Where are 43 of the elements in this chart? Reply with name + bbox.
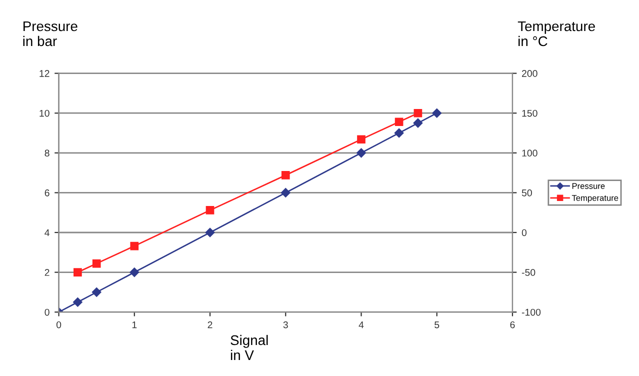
point <box>73 298 82 307</box>
y-tick-label: 10 <box>40 110 50 117</box>
x-tick-label: 2 <box>208 321 212 328</box>
y2-axis-title: Temperature in °C <box>518 21 595 46</box>
point <box>74 268 82 276</box>
legend-label: Temperature <box>572 195 618 203</box>
y-tick-label: 0 <box>44 308 50 316</box>
y-tick-label: 12 <box>40 70 50 77</box>
y-tick-label: 8 <box>44 150 50 157</box>
point <box>357 135 366 144</box>
y2-tick-label: 0 <box>522 229 527 236</box>
point <box>130 268 140 277</box>
y-tick-label: 4 <box>44 229 50 236</box>
point <box>394 128 404 138</box>
point <box>92 259 101 268</box>
x-tick-label: 6 <box>510 321 515 328</box>
y2-tick-label: 200 <box>522 70 538 77</box>
point <box>205 228 215 238</box>
point <box>432 108 442 118</box>
y2-tick-label: 150 <box>522 110 538 117</box>
point <box>206 206 214 214</box>
x-tick-label: 3 <box>283 321 288 328</box>
point <box>356 148 366 158</box>
x-tick-label: 5 <box>434 321 440 328</box>
x-tick-label: 0 <box>56 321 62 328</box>
point <box>394 118 404 126</box>
point <box>281 171 290 180</box>
x-tick-label: 4 <box>358 321 364 328</box>
point <box>414 108 422 118</box>
point <box>130 242 139 250</box>
y2-tick-label: -50 <box>522 269 536 276</box>
y-tick-label: 6 <box>44 189 50 196</box>
point <box>413 118 423 128</box>
y-axis-title: Pressure in bar <box>23 21 78 46</box>
x-tick-label: 1 <box>132 321 137 328</box>
legend-label: Pressure <box>572 183 605 189</box>
point <box>281 188 290 198</box>
y-tick-label: 2 <box>44 269 50 276</box>
y2-tick-label: 100 <box>522 150 538 157</box>
y2-tick-label: 50 <box>522 189 532 196</box>
y2-tick-label: -100 <box>522 308 541 316</box>
x-axis-title: Signal in V <box>230 334 268 360</box>
point <box>92 288 102 297</box>
